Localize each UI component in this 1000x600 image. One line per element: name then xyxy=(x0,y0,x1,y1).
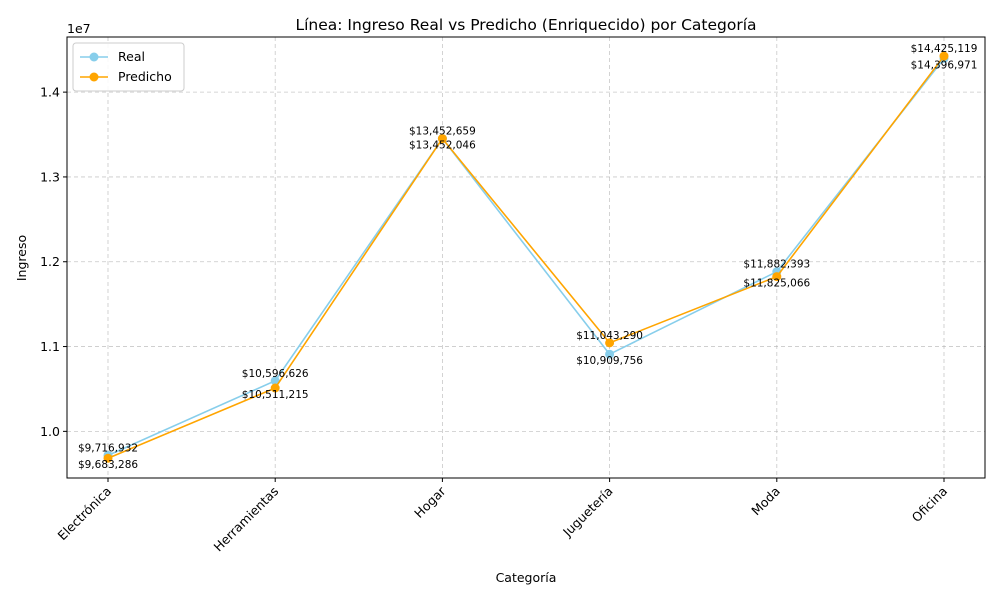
x-tick-label: Herramientas xyxy=(211,484,282,555)
data-point-real xyxy=(605,349,615,359)
plot-area-frame xyxy=(66,36,986,479)
series xyxy=(103,51,949,463)
legend-marker-real xyxy=(89,52,99,62)
data-label: $11,882,393 xyxy=(743,259,810,271)
data-label: $14,425,119 xyxy=(911,43,978,55)
data-point-predicho xyxy=(605,338,615,348)
series-predicho xyxy=(103,51,949,463)
data-label: $13,452,659 xyxy=(409,126,476,138)
data-label: $9,716,932 xyxy=(78,442,138,454)
series-real xyxy=(103,53,949,460)
series-line-real xyxy=(107,57,945,457)
data-label: $11,825,066 xyxy=(743,278,810,290)
data-label: $14,396,971 xyxy=(911,59,978,71)
chart-title: Línea: Ingreso Real vs Predicho (Enrique… xyxy=(295,16,756,34)
data-label: $13,452,046 xyxy=(409,140,476,152)
grid xyxy=(67,37,985,478)
data-label: $10,909,756 xyxy=(576,355,643,367)
x-tick-label: Electrónica xyxy=(55,484,115,544)
data-label: $11,043,290 xyxy=(576,330,643,342)
y-tick-label: 1.4 xyxy=(40,85,60,100)
x-axis-label: Categoría xyxy=(496,570,557,585)
legend-label-predicho: Predicho xyxy=(118,69,172,84)
legend-marker-predicho xyxy=(89,72,99,82)
data-point-predicho xyxy=(103,453,113,463)
legend-item-real: Real xyxy=(80,49,145,64)
data-labels: $9,716,932 $9,683,286 $10,596,626 $10,511,2… xyxy=(78,43,977,471)
y-axis-label: Ingreso xyxy=(14,235,29,281)
data-label: $10,596,626 xyxy=(242,368,309,380)
data-point-predicho xyxy=(939,51,949,61)
y-tick-label: 1.3 xyxy=(40,169,60,184)
y-axis-offset-label: 1e7 xyxy=(67,21,91,36)
data-point-predicho xyxy=(270,383,280,393)
series-line-predicho xyxy=(107,55,945,459)
y-tick-label: 1.1 xyxy=(40,339,60,354)
y-tick-label: 1.2 xyxy=(40,254,60,269)
data-point-real xyxy=(270,376,280,386)
legend: Real Predicho xyxy=(72,42,185,92)
legend-item-predicho: Predicho xyxy=(80,69,172,84)
y-tick-label: 1.0 xyxy=(40,424,60,439)
data-label: $9,683,286 xyxy=(78,459,138,471)
x-tick-label: Hogar xyxy=(411,483,449,521)
x-tick-label: Juguetería xyxy=(559,484,616,541)
x-axis-ticks: Electrónica Herramientas Hogar Juguetería Mo… xyxy=(55,478,950,555)
y-axis-ticks: 1.0 1.1 1.2 1.3 1.4 xyxy=(40,85,67,439)
data-label: $10,511,215 xyxy=(242,389,309,401)
legend-label-real: Real xyxy=(118,49,145,64)
data-point-predicho xyxy=(772,272,782,282)
x-tick-label: Oficina xyxy=(909,484,950,525)
data-point-predicho xyxy=(437,134,447,144)
legend-box xyxy=(72,42,185,92)
x-tick-label: Moda xyxy=(748,484,783,519)
